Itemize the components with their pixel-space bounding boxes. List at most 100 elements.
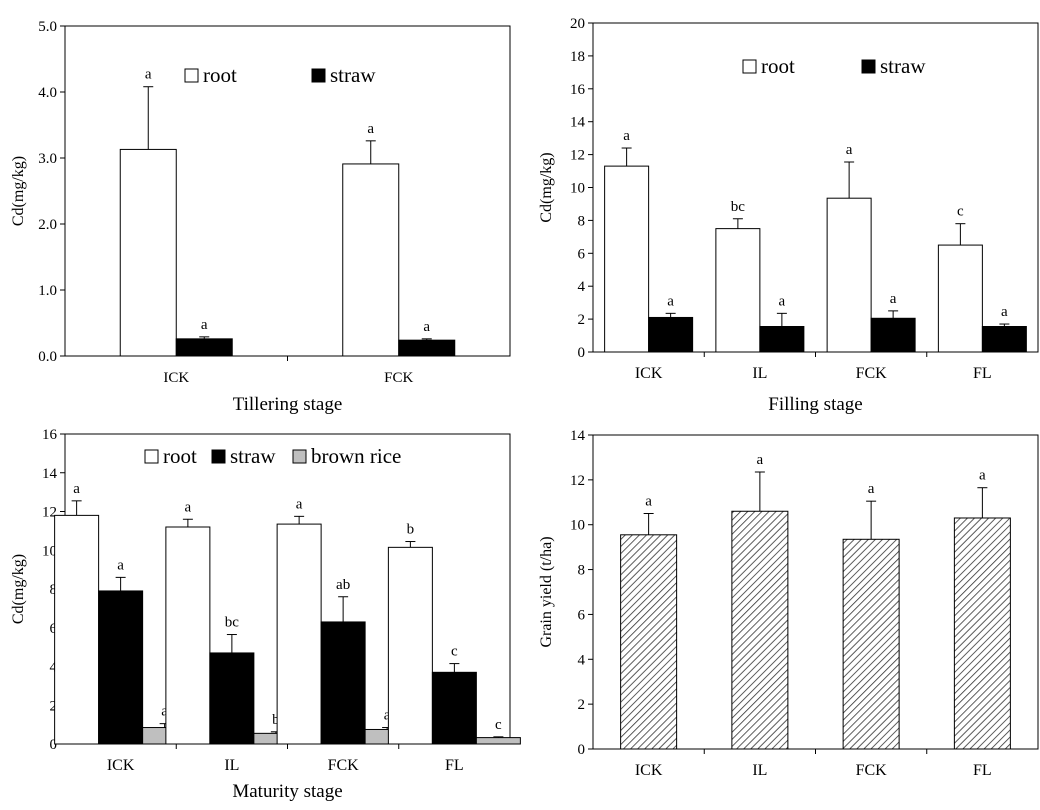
- y-tick-label: 0: [50, 737, 58, 753]
- x-tick-label: ICK: [635, 762, 663, 779]
- legend-swatch: [144, 449, 159, 464]
- bar-brown-rice: [475, 737, 521, 745]
- significance-label: a: [185, 499, 192, 515]
- bar-root: [604, 165, 650, 353]
- legend-swatch: [861, 59, 876, 74]
- y-tick-label: 8: [578, 563, 586, 579]
- significance-label: a: [384, 708, 391, 724]
- y-axis-label: Cd(mg/kg): [10, 156, 27, 226]
- significance-label: a: [201, 317, 208, 333]
- bar-straw: [320, 621, 366, 745]
- significance-label: c: [957, 204, 964, 220]
- bar-yield: [620, 534, 678, 750]
- legend: root straw: [742, 54, 926, 78]
- x-tick-label: ICK: [163, 370, 189, 386]
- bar-straw: [175, 338, 233, 357]
- legend-swatch: [742, 59, 757, 74]
- legend-label: straw: [330, 63, 376, 87]
- significance-label: bc: [225, 615, 240, 631]
- significance-label: ab: [336, 577, 350, 593]
- legend-swatch: [311, 68, 326, 83]
- y-tick-label: 16: [570, 82, 586, 98]
- y-tick-label: 12: [570, 473, 585, 489]
- y-tick-label: 6: [578, 607, 586, 623]
- y-tick-label: 10: [42, 543, 57, 559]
- y-tick-label: 0.0: [38, 349, 57, 365]
- significance-label: c: [495, 717, 502, 733]
- bar-root: [715, 228, 761, 353]
- bar-yield: [953, 517, 1011, 750]
- y-tick-label: 0: [578, 345, 586, 361]
- x-tick-label: FL: [973, 365, 992, 382]
- y-tick-label: 8: [50, 582, 58, 598]
- y-tick-label: 0: [578, 742, 586, 758]
- significance-label: a: [423, 319, 430, 335]
- y-tick-label: 1.0: [38, 283, 57, 299]
- y-tick-label: 5.0: [38, 19, 57, 35]
- x-tick-label: ICK: [635, 365, 663, 382]
- significance-label: a: [623, 128, 630, 144]
- significance-label: a: [757, 452, 764, 468]
- x-tick-label: ICK: [107, 757, 135, 774]
- x-tick-label: IL: [752, 365, 767, 382]
- x-axis-label: Filling stage: [768, 394, 862, 415]
- bar-straw: [648, 316, 694, 353]
- significance-label: b: [407, 522, 415, 538]
- x-tick-label: IL: [224, 757, 239, 774]
- y-axis-label: Grain yield (t/ha): [538, 536, 555, 647]
- y-tick-label: 2: [578, 312, 586, 328]
- y-tick-label: 12: [42, 505, 57, 521]
- y-tick-label: 10: [570, 181, 585, 197]
- y-tick-label: 4: [578, 652, 586, 668]
- x-tick-label: IL: [752, 762, 767, 779]
- legend: root straw brown rice: [144, 444, 401, 468]
- legend-label: root: [163, 444, 197, 468]
- x-tick-label: FCK: [856, 762, 888, 779]
- significance-label: a: [868, 481, 875, 497]
- significance-label: a: [890, 291, 897, 307]
- y-tick-label: 6: [50, 621, 58, 637]
- y-tick-label: 14: [570, 115, 586, 131]
- bar-root: [276, 523, 322, 745]
- significance-label: a: [846, 142, 853, 158]
- y-tick-label: 18: [570, 49, 585, 65]
- significance-label: a: [367, 121, 374, 137]
- bar-straw: [870, 317, 916, 353]
- bar-straw: [759, 326, 805, 353]
- legend-swatch: [292, 449, 307, 464]
- bar-straw: [209, 652, 255, 745]
- y-tick-label: 2: [50, 698, 58, 714]
- chart-panel-4: 0 2 4 6 8 10 12 14 Grain yield (t/ha) ICK a IL a FCK a…: [538, 428, 1039, 779]
- y-tick-label: 4.0: [38, 85, 57, 101]
- significance-label: a: [779, 293, 786, 309]
- chart-panel-2: 0 2 4 6 8 10 12 14 16 18 20 Cd(mg/kg) ICK a a IL bc a FCK a…: [538, 16, 1039, 415]
- significance-label: a: [145, 67, 152, 83]
- bar-root: [937, 244, 983, 353]
- y-tick-label: 6: [578, 246, 586, 262]
- x-tick-label: FCK: [384, 370, 413, 386]
- y-tick-label: 10: [570, 518, 585, 534]
- chart-panel-1: 0.0 1.0 2.0 3.0 4.0 5.0 Cd(mg/kg) ICK a a FCK a a Til…: [10, 19, 511, 415]
- y-tick-label: 14: [42, 466, 58, 482]
- x-axis-label: Tillering stage: [233, 394, 343, 415]
- bar-straw: [981, 326, 1027, 353]
- bar-root: [165, 526, 211, 745]
- y-axis-label: Cd(mg/kg): [538, 152, 555, 222]
- y-axis-label: Cd(mg/kg): [10, 554, 27, 624]
- bar-straw: [398, 339, 456, 357]
- bar-yield: [731, 510, 789, 750]
- y-tick-label: 12: [570, 148, 585, 164]
- legend-swatch: [184, 68, 199, 83]
- significance-label: bc: [731, 199, 746, 215]
- significance-label: a: [1001, 304, 1008, 320]
- significance-label: b: [272, 712, 280, 728]
- y-tick-label: 2.0: [38, 217, 57, 233]
- legend-swatch: [211, 449, 226, 464]
- x-tick-label: FCK: [328, 757, 360, 774]
- legend: root straw: [184, 63, 376, 87]
- significance-label: a: [161, 704, 168, 720]
- x-tick-label: FL: [445, 757, 464, 774]
- significance-label: a: [296, 496, 303, 512]
